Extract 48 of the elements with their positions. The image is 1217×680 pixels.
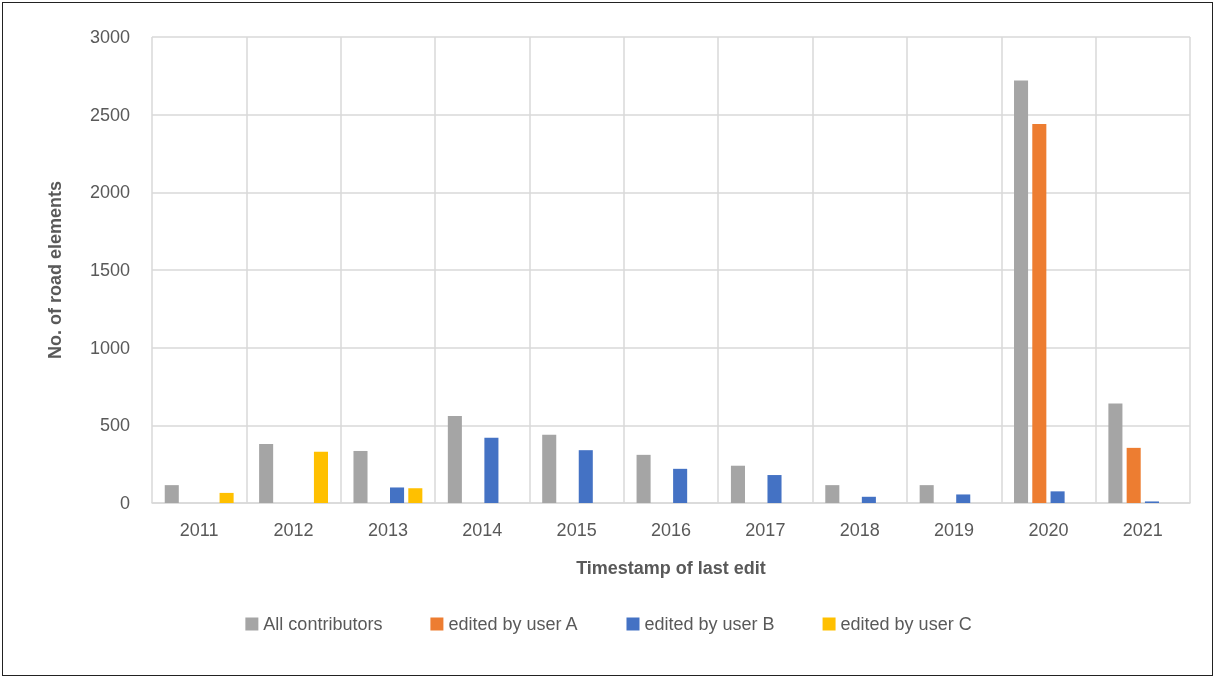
x-tick-label: 2020 [1028,520,1069,540]
bar [825,485,840,503]
bar [956,494,971,503]
y-tick-label: 2500 [89,104,130,125]
x-axis-title: Timestamp of last edit [576,558,766,578]
x-tick-label: 2017 [745,520,786,540]
legend-label: edited by user B [644,614,775,634]
bar [1014,80,1029,503]
bar [919,485,934,503]
bar [313,451,328,503]
bar [673,468,688,503]
bar [767,475,782,503]
x-tick-label: 2021 [1122,520,1163,540]
x-tick-label: 2011 [179,520,219,540]
bar [542,434,557,503]
x-tick-label: 2014 [462,520,503,540]
legend-label: edited by user C [840,614,972,634]
bar [219,492,234,503]
x-tick-label: 2016 [650,520,692,540]
bar [408,488,423,503]
x-tick-label: 2015 [556,520,597,540]
bar [1126,447,1141,503]
y-tick-label: 1500 [89,260,130,280]
bar [390,487,405,503]
y-tick-label: 500 [99,415,130,436]
bar [1108,403,1123,503]
x-tick-label: 2012 [273,520,314,540]
x-tick-label: 2013 [367,520,408,540]
bar [484,437,499,503]
y-tick-label: 2000 [89,182,130,203]
bar [447,416,462,503]
y-tick-label: 0 [119,493,130,513]
legend-label: edited by user A [448,614,578,634]
bar [1050,491,1065,503]
bar [636,454,651,503]
x-tick-label: 2018 [839,520,880,540]
bar [1032,123,1047,503]
bar [259,443,274,503]
x-tick-label: 2019 [934,520,975,540]
bar [578,450,593,503]
bar [730,465,745,503]
legend-label: All contributors [263,614,383,634]
y-tick-label: 3000 [89,27,130,47]
y-tick-label: 1000 [89,337,130,358]
bar [164,485,179,503]
bar [353,450,368,503]
y-axis-title: No. of road elements [45,180,65,360]
bar [861,496,876,503]
